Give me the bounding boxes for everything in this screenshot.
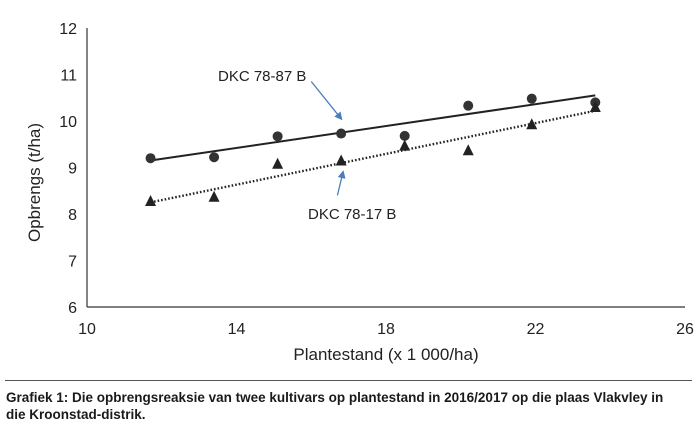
annotations: DKC 78-87 B DKC 78-17 B [218,68,396,223]
point-series-2 [589,101,601,113]
figure-caption: Grafiek 1: Die opbrengsreaksie van twee … [6,390,664,422]
point-series-2 [145,194,157,206]
point-series-1 [209,152,220,163]
point-series-1 [336,128,347,139]
point-series-1 [399,130,410,141]
trendline-2 [150,109,596,204]
scatter-chart: 6 7 8 9 10 11 12 10 14 18 22 26 DKC 78-87 B DKC 78-1… [25,21,694,364]
trendlines [150,94,596,204]
trendline-1 [150,94,596,162]
x-tick-label: 10 [78,321,96,338]
annotation-arrow-1 [310,81,343,121]
y-tick-label: 9 [68,161,77,178]
x-tick-label: 22 [527,321,545,338]
x-tick-label: 14 [228,321,246,338]
annotation-label-1: DKC 78-87 B [218,68,306,85]
y-tick-label: 10 [59,114,77,131]
chart-axes [86,28,685,308]
x-tick-label: 26 [676,321,694,338]
data-points [145,93,601,206]
point-series-2 [399,139,411,151]
point-series-1 [272,131,283,142]
caption-divider [5,380,692,381]
point-series-2 [272,157,284,169]
y-tick-label: 8 [68,207,77,224]
annotation-arrow-2 [336,170,346,196]
point-series-1 [526,93,537,104]
point-series-1 [145,153,156,164]
y-tick-label: 11 [60,68,77,85]
point-series-2 [462,144,474,156]
x-tick-label: 18 [377,321,395,338]
point-series-1 [463,100,474,111]
x-axis-title: Plantestand (x 1 000/ha) [293,345,478,364]
point-series-2 [335,154,347,166]
y-tick-label: 12 [59,21,77,38]
point-series-2 [208,190,220,202]
y-tick-label: 6 [68,300,77,317]
annotation-label-2: DKC 78-17 B [308,206,396,223]
chart-ticks: 6 7 8 9 10 11 12 10 14 18 22 26 [59,21,694,338]
y-tick-label: 7 [68,254,77,271]
point-series-2 [526,118,538,130]
y-axis-title: Opbrengs (t/ha) [25,123,44,242]
